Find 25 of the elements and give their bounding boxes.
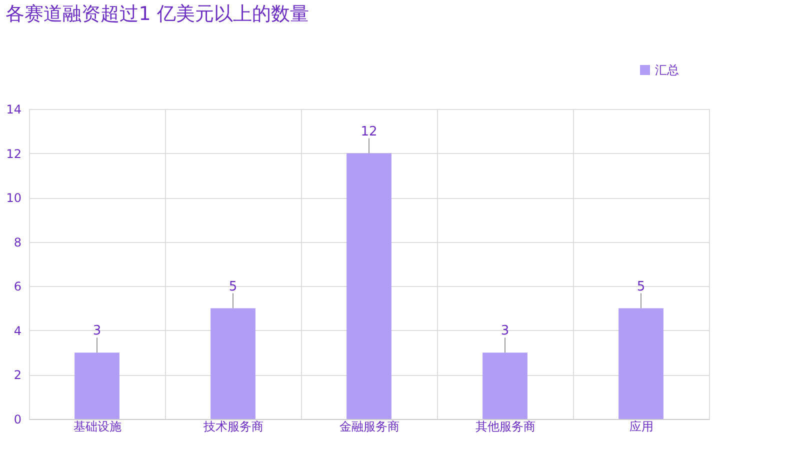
bar [74, 352, 120, 419]
bar [618, 308, 664, 419]
y-tick-label: 10 [6, 191, 22, 206]
bar [482, 352, 528, 419]
chart-title: 各赛道融资超过1 亿美元以上的数量 [6, 3, 309, 25]
y-tick-label: 8 [14, 235, 22, 250]
y-tick-label: 4 [14, 324, 22, 338]
x-tick-label: 金融服务商 [340, 420, 400, 434]
x-tick-label: 应用 [630, 420, 654, 434]
data-label: 12 [360, 124, 378, 140]
x-tick-label: 技术服务商 [202, 420, 264, 434]
bar [346, 153, 392, 419]
y-tick-label: 6 [14, 280, 22, 294]
y-tick-label: 12 [6, 146, 22, 161]
x-tick-label: 基础设施 [74, 420, 122, 434]
data-label: 5 [636, 279, 646, 294]
y-tick-label: 14 [6, 102, 22, 116]
data-label: 3 [92, 324, 102, 339]
data-label: 5 [228, 279, 238, 294]
bar [210, 308, 256, 419]
y-tick-label: 2 [14, 368, 22, 382]
y-tick-label: 0 [14, 412, 22, 426]
data-label: 3 [500, 324, 510, 339]
x-tick-label: 其他服务商 [476, 420, 536, 434]
legend-label: 汇总 [655, 63, 679, 77]
